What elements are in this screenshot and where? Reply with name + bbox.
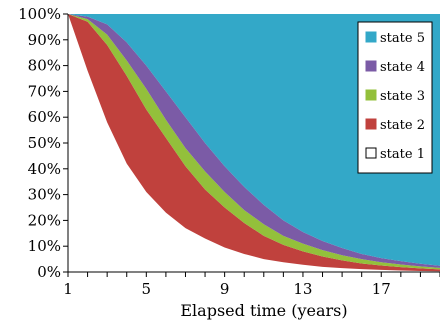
x-axis-title: Elapsed time (years) <box>180 301 347 320</box>
legend-label-state-1: state 1 <box>380 147 425 162</box>
x-tick-label: 1 <box>63 280 73 298</box>
legend-swatch-state-4 <box>365 60 377 72</box>
y-tick-label: 70% <box>28 82 61 100</box>
y-tick-label: 50% <box>28 134 61 152</box>
legend-swatch-state-3 <box>365 89 377 101</box>
state-4-area <box>68 14 440 268</box>
legend-label-state-5: state 5 <box>380 31 425 46</box>
x-tick-label: 13 <box>293 280 312 298</box>
y-tick-label: 20% <box>28 211 61 229</box>
x-tick-label: 5 <box>142 280 152 298</box>
y-tick-label: 40% <box>28 160 61 178</box>
y-tick-label: 60% <box>28 108 61 126</box>
state-5-area <box>68 14 440 266</box>
state-1-area <box>68 14 440 272</box>
y-axis-ticks: 0% 10% 20% 30% 40% 50% 60% 70% 80% 90% 100% <box>18 5 68 281</box>
legend-label-state-3: state 3 <box>380 89 425 104</box>
legend-swatch-state-5 <box>365 31 377 43</box>
x-tick-label: 17 <box>372 280 391 298</box>
y-tick-label: 100% <box>18 5 61 23</box>
y-tick-label: 80% <box>28 57 61 75</box>
x-axis-ticks: 1 5 9 13 17 <box>63 272 440 298</box>
state-3-area <box>68 14 440 270</box>
legend: state 5 state 4 state 3 state 2 state 1 <box>357 21 433 174</box>
y-tick-label: 0% <box>37 263 61 281</box>
y-tick-label: 90% <box>28 31 61 49</box>
y-tick-label: 30% <box>28 186 61 204</box>
x-tick-label: 9 <box>220 280 230 298</box>
legend-swatch-state-1 <box>365 147 377 159</box>
legend-label-state-2: state 2 <box>380 118 425 133</box>
state-2-area <box>68 14 440 272</box>
legend-label-state-4: state 4 <box>380 60 425 75</box>
y-tick-label: 10% <box>28 237 61 255</box>
area-layers <box>68 14 440 272</box>
legend-swatch-state-2 <box>365 118 377 130</box>
